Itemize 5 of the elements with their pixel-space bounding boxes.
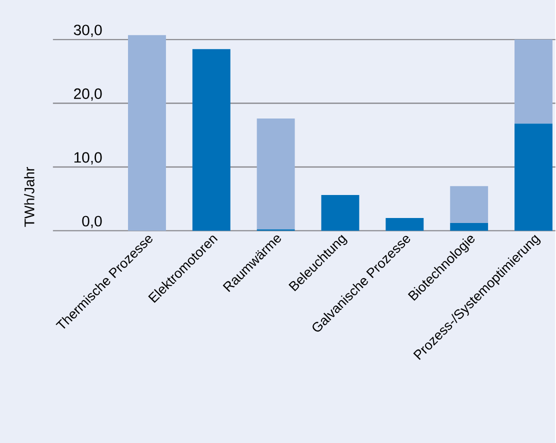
y-axis-title: TWh/Jahr (24, 166, 34, 227)
y-tick-label: 30,0 (74, 24, 102, 37)
y-tick-label: 20,0 (74, 88, 102, 101)
y-tick-label: 10,0 (74, 152, 102, 164)
y-tick-label: 0,0 (82, 216, 102, 228)
